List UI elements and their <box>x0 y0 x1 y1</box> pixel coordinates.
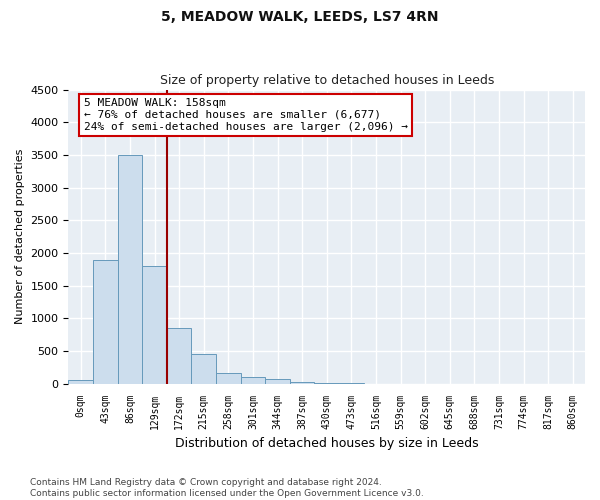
Bar <box>142 266 167 384</box>
Bar <box>314 383 339 384</box>
Bar <box>265 380 290 384</box>
Bar <box>93 260 118 384</box>
Title: Size of property relative to detached houses in Leeds: Size of property relative to detached ho… <box>160 74 494 87</box>
Text: 5, MEADOW WALK, LEEDS, LS7 4RN: 5, MEADOW WALK, LEEDS, LS7 4RN <box>161 10 439 24</box>
Bar <box>167 328 191 384</box>
X-axis label: Distribution of detached houses by size in Leeds: Distribution of detached houses by size … <box>175 437 479 450</box>
Bar <box>241 377 265 384</box>
Text: 5 MEADOW WALK: 158sqm
← 76% of detached houses are smaller (6,677)
24% of semi-d: 5 MEADOW WALK: 158sqm ← 76% of detached … <box>84 98 408 132</box>
Bar <box>68 380 93 384</box>
Bar <box>191 354 216 384</box>
Bar <box>118 155 142 384</box>
Bar <box>216 373 241 384</box>
Bar <box>290 382 314 384</box>
Y-axis label: Number of detached properties: Number of detached properties <box>15 149 25 324</box>
Text: Contains HM Land Registry data © Crown copyright and database right 2024.
Contai: Contains HM Land Registry data © Crown c… <box>30 478 424 498</box>
